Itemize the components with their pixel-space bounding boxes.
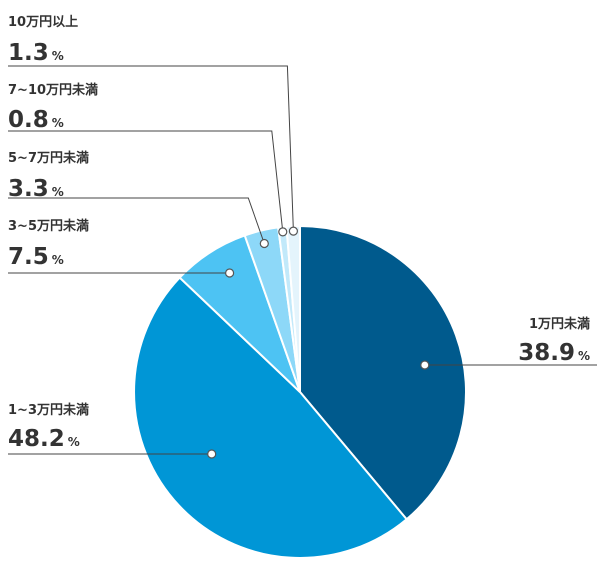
slice-label: 5~7万円未満: [8, 150, 89, 166]
leader-dot: [420, 360, 430, 370]
leader-dot: [259, 238, 269, 249]
slice-label: 1万円未満: [529, 316, 590, 332]
leader-lines: [8, 65, 597, 459]
pie-slice: [299, 224, 467, 521]
leader-line: [8, 130, 284, 232]
slice-value: 0.8%: [8, 107, 64, 133]
leader-dot: [225, 268, 235, 278]
leader-line: [8, 65, 294, 232]
pie-slices: [133, 224, 467, 559]
slice-value: 1.3%: [8, 40, 64, 66]
leader-dot: [207, 449, 217, 459]
slice-label: 1~3万円未満: [8, 402, 89, 418]
leader-line: [8, 197, 265, 244]
slice-label: 10万円以上: [8, 15, 78, 30]
slice-labels: 1万円未満 38.9 % 1~3万円未満 48.2 % 3~5万円未満 7.5 % 5~7万円未満…: [8, 15, 590, 452]
slice-label: 3~5万円未満: [8, 218, 89, 234]
slice-label: 7~10万円未満: [8, 82, 98, 98]
leader-dot: [278, 227, 288, 237]
pie-slice: [133, 276, 409, 559]
slice-value: 3.3%: [8, 176, 64, 202]
slice-value: 7.5%: [8, 244, 64, 270]
slice-value: 38.9%: [518, 340, 590, 366]
leader-dot: [288, 226, 298, 236]
slice-value: 48.2%: [8, 426, 80, 452]
